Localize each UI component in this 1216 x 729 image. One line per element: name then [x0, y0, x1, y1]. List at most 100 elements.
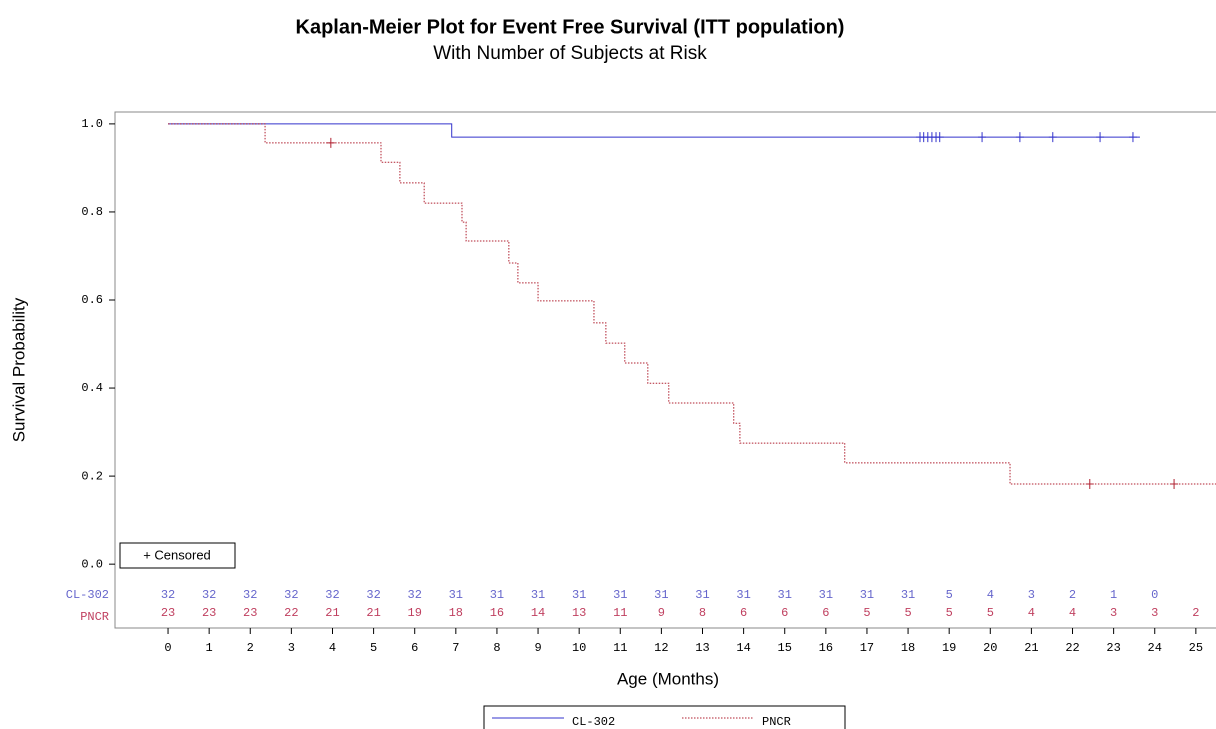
y-axis-label: Survival Probability: [9, 297, 28, 442]
x-tick-label: 1: [206, 641, 213, 655]
censor-mark: [1085, 479, 1094, 490]
x-tick-label: 23: [1106, 641, 1120, 655]
x-tick-label: 14: [736, 641, 750, 655]
x-tick-label: 4: [329, 641, 336, 655]
y-tick-label: 1.0: [81, 117, 103, 131]
x-tick-label: 7: [452, 641, 459, 655]
survival-curve: [168, 123, 1216, 485]
at-risk-count: 32: [161, 588, 175, 602]
at-risk-count: 11: [613, 606, 627, 620]
at-risk-count: 32: [325, 588, 339, 602]
at-risk-count: 31: [901, 588, 915, 602]
at-risk-count: 5: [987, 606, 994, 620]
at-risk-count: 31: [613, 588, 627, 602]
at-risk-count: 8: [699, 606, 706, 620]
x-tick-label: 18: [901, 641, 915, 655]
at-risk-count: 1: [1110, 588, 1117, 602]
chart-title: Kaplan-Meier Plot for Event Free Surviva…: [296, 16, 845, 38]
at-risk-count: 5: [946, 606, 953, 620]
at-risk-count: 19: [408, 606, 422, 620]
at-risk-count: 4: [1069, 606, 1076, 620]
at-risk-count: 2: [1069, 588, 1076, 602]
at-risk-count: 6: [822, 606, 829, 620]
x-tick-label: 20: [983, 641, 997, 655]
at-risk-count: 31: [531, 588, 545, 602]
at-risk-count: 16: [490, 606, 504, 620]
y-tick-label: 0.0: [81, 557, 103, 571]
censor-mark: [1128, 132, 1137, 143]
x-tick-label: 25: [1189, 641, 1203, 655]
at-risk-count: 31: [572, 588, 586, 602]
at-risk-count: 3: [1110, 606, 1117, 620]
at-risk-count: 5: [904, 606, 911, 620]
at-risk-count: 32: [284, 588, 298, 602]
at-risk-count: 22: [284, 606, 298, 620]
x-tick-label: 11: [613, 641, 627, 655]
censor-mark: [326, 137, 335, 148]
censored-key-box: [119, 542, 236, 569]
x-tick-label: 5: [370, 641, 377, 655]
at-risk-count: 23: [202, 606, 216, 620]
censor-mark: [978, 132, 987, 143]
y-tick-label: 0.6: [81, 293, 103, 307]
at-risk-count: 32: [202, 588, 216, 602]
at-risk-count: 31: [819, 588, 833, 602]
y-tick-label: 0.8: [81, 205, 103, 219]
at-risk-count: 4: [987, 588, 994, 602]
at-risk-count: 21: [325, 606, 339, 620]
y-tick-label: 0.4: [81, 381, 103, 395]
risk-row-label: PNCR: [80, 610, 109, 624]
x-tick-label: 16: [819, 641, 833, 655]
x-tick-label: 13: [695, 641, 709, 655]
at-risk-count: 9: [658, 606, 665, 620]
x-tick-label: 2: [247, 641, 254, 655]
at-risk-count: 31: [778, 588, 792, 602]
x-tick-label: 0: [164, 641, 171, 655]
survival-curve: [168, 123, 1140, 138]
x-axis-label: Age (Months): [617, 669, 719, 688]
censor-mark: [1048, 132, 1057, 143]
at-risk-count: 6: [740, 606, 747, 620]
at-risk-count: 14: [531, 606, 545, 620]
at-risk-count: 5: [946, 588, 953, 602]
x-tick-label: 19: [942, 641, 956, 655]
x-tick-label: 10: [572, 641, 586, 655]
at-risk-count: 18: [449, 606, 463, 620]
at-risk-count: 31: [449, 588, 463, 602]
censored-key: + Censored: [143, 547, 211, 562]
at-risk-count: 3: [1028, 588, 1035, 602]
x-tick-label: 21: [1024, 641, 1038, 655]
at-risk-count: 31: [695, 588, 709, 602]
at-risk-count: 4: [1028, 606, 1035, 620]
legend-label: PNCR: [762, 715, 791, 729]
at-risk-count: 31: [736, 588, 750, 602]
at-risk-count: 23: [243, 606, 257, 620]
y-tick-label: 0.2: [81, 469, 103, 483]
legend-label: CL-302: [572, 715, 615, 729]
legend-box: [483, 705, 846, 729]
censor-mark: [1096, 132, 1105, 143]
x-tick-label: 22: [1065, 641, 1079, 655]
at-risk-count: 31: [860, 588, 874, 602]
x-tick-label: 12: [654, 641, 668, 655]
at-risk-count: 5: [863, 606, 870, 620]
at-risk-count: 13: [572, 606, 586, 620]
x-tick-label: 17: [860, 641, 874, 655]
at-risk-count: 21: [366, 606, 380, 620]
x-tick-label: 15: [778, 641, 792, 655]
plot-frame: [114, 111, 1216, 629]
chart-subtitle: With Number of Subjects at Risk: [433, 43, 707, 64]
censor-mark: [1015, 132, 1024, 143]
at-risk-count: 32: [408, 588, 422, 602]
at-risk-count: 23: [161, 606, 175, 620]
at-risk-count: 2: [1192, 606, 1199, 620]
at-risk-count: 3: [1151, 606, 1158, 620]
at-risk-count: 32: [243, 588, 257, 602]
at-risk-count: 6: [781, 606, 788, 620]
at-risk-count: 31: [490, 588, 504, 602]
at-risk-count: 0: [1151, 588, 1158, 602]
risk-row-label: CL-302: [66, 588, 109, 602]
x-tick-label: 3: [288, 641, 295, 655]
